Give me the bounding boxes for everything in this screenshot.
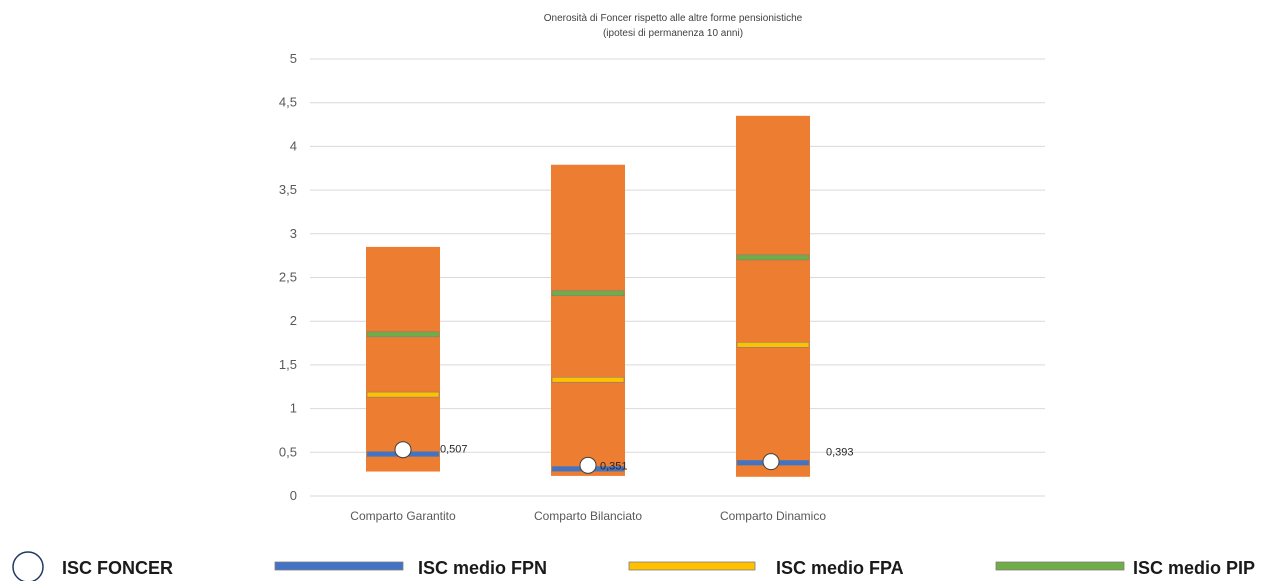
chart-subtitle: (ipotesi di permanenza 10 anni) xyxy=(603,28,743,39)
legend-bar-icon xyxy=(628,561,756,571)
series-line-mark xyxy=(551,290,625,297)
y-axis-tick-labels: 0 0,5 1 1,5 2 2,5 3 3,5 4 4,5 5 xyxy=(279,51,297,503)
y-tick-label: 3,5 xyxy=(279,182,297,197)
y-tick-label: 1 xyxy=(290,401,297,416)
foncer-marker xyxy=(394,441,412,459)
legend-bar-icon xyxy=(274,561,404,571)
legend-circle-icon xyxy=(12,551,44,581)
y-tick-label: 2,5 xyxy=(279,270,297,285)
range-bar xyxy=(551,164,625,476)
series-line-mark xyxy=(551,376,625,383)
legend-label: ISC medio PIP xyxy=(1133,558,1255,578)
range-bar xyxy=(366,246,440,472)
legend: ISC FONCER ISC medio FPN ISC medio FPA ISC … xyxy=(12,551,1255,581)
foncer-markers: 0,507 0,351 0,393 xyxy=(394,441,854,474)
range-bars xyxy=(366,115,810,477)
legend-label: ISC FONCER xyxy=(62,558,173,578)
x-category-label: Comparto Bilanciato xyxy=(534,509,642,523)
y-tick-label: 1,5 xyxy=(279,357,297,372)
data-label: 0,351 xyxy=(600,460,628,472)
y-tick-label: 0,5 xyxy=(279,444,297,459)
legend-label: ISC medio FPN xyxy=(418,558,547,578)
y-tick-label: 4,5 xyxy=(279,95,297,110)
legend-bar-icon xyxy=(995,561,1125,571)
data-label: 0,393 xyxy=(826,447,854,459)
y-tick-label: 4 xyxy=(290,138,297,153)
y-tick-label: 3 xyxy=(290,226,297,241)
y-tick-label: 0 xyxy=(290,488,297,503)
y-tick-label: 2 xyxy=(290,313,297,328)
x-category-label: Comparto Dinamico xyxy=(720,509,826,523)
foncer-marker xyxy=(762,453,780,471)
x-category-label: Comparto Garantito xyxy=(350,509,456,523)
series-line-mark xyxy=(736,254,810,261)
series-line-mark xyxy=(366,391,440,398)
y-tick-label: 5 xyxy=(290,51,297,66)
series-line-mark xyxy=(736,341,810,348)
chart-title: Onerosità di Foncer rispetto alle altre … xyxy=(544,13,803,24)
data-label: 0,507 xyxy=(440,444,468,456)
series-line-mark xyxy=(366,331,440,338)
x-axis-category-labels: Comparto Garantito Comparto Bilanciato Com… xyxy=(350,509,826,523)
foncer-marker xyxy=(579,456,597,474)
legend-label: ISC medio FPA xyxy=(776,558,904,578)
range-bar xyxy=(736,115,810,477)
